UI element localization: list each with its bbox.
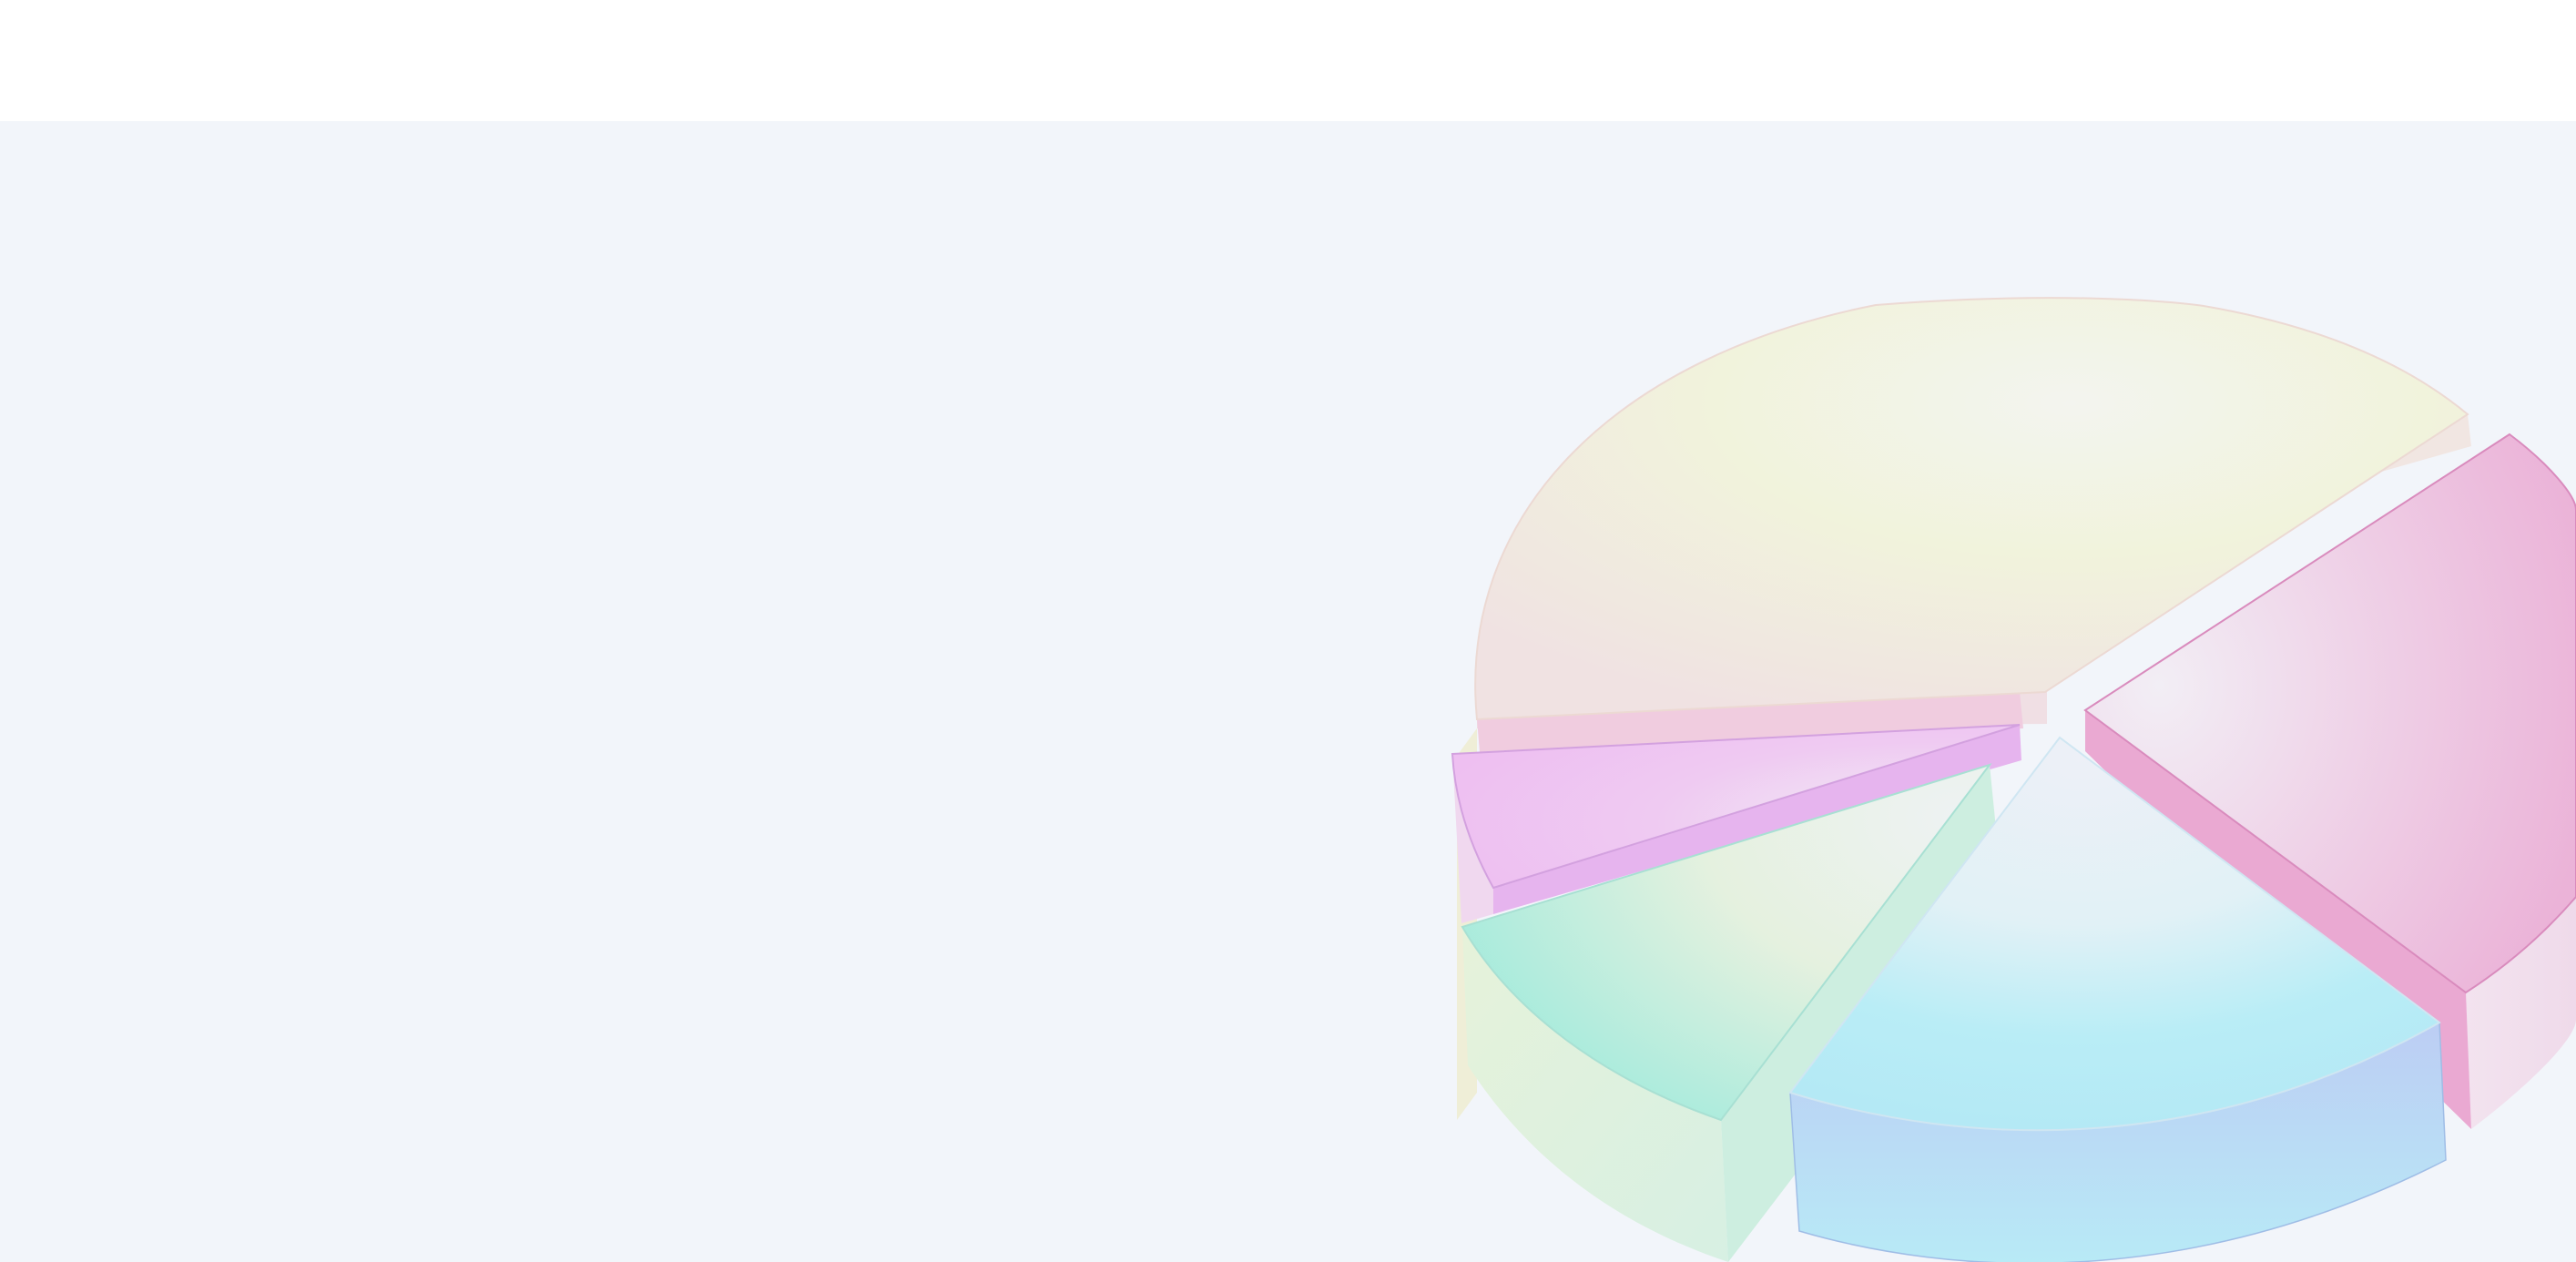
top-bar — [0, 0, 2576, 121]
pie-slice-violet — [1451, 724, 2021, 923]
pie-slice-cyan — [1788, 736, 2447, 1262]
